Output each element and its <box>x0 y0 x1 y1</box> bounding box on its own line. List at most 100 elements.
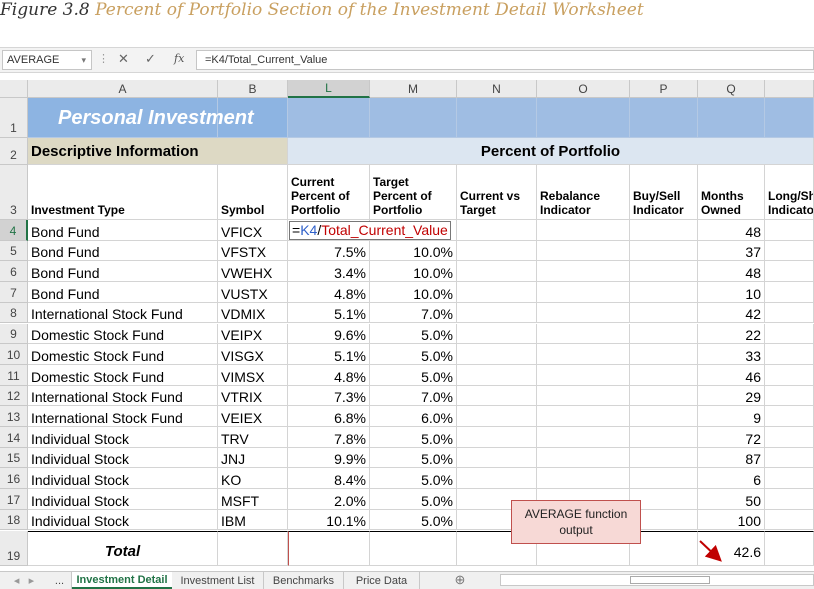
sheet-tab[interactable]: Investment List <box>172 572 264 589</box>
formula-input[interactable]: =K4/Total_Current_Value <box>196 50 814 70</box>
title-band-cell <box>630 98 698 138</box>
symbol: VFSTX <box>218 240 288 262</box>
cell <box>457 385 537 407</box>
target-percent: 7.0% <box>370 302 457 324</box>
cell <box>218 530 288 566</box>
row-header[interactable]: 14 <box>0 427 28 448</box>
function-icon[interactable]: fx <box>174 52 185 65</box>
current-percent: 2.0% <box>288 489 370 510</box>
tab-nav-arrows[interactable]: ◂ ▸ <box>13 574 35 587</box>
cell <box>630 261 698 283</box>
row-header[interactable]: 3 <box>0 165 28 220</box>
row-header[interactable]: 13 <box>0 406 28 427</box>
row-header[interactable]: 16 <box>0 468 28 490</box>
title-band-cell <box>288 98 370 138</box>
column-title: Buy/Sell Indicator <box>630 165 698 220</box>
months-owned: 42 <box>698 302 765 324</box>
current-percent: 8.4% <box>288 468 370 490</box>
row-header[interactable]: 19 <box>0 530 28 566</box>
cell <box>630 385 698 407</box>
investment-type: Domestic Stock Fund <box>28 364 218 386</box>
cell <box>630 509 698 531</box>
scroll-thumb[interactable] <box>630 576 710 584</box>
sheet-tab[interactable]: Investment Detail <box>72 572 172 589</box>
column-header[interactable]: O <box>537 80 630 98</box>
section-header: Percent of Portfolio <box>288 138 814 165</box>
column-header[interactable]: L <box>288 80 370 98</box>
cell <box>537 427 630 448</box>
target-percent: 5.0% <box>370 427 457 448</box>
column-title: Target Percent of Portfolio <box>370 165 457 220</box>
investment-type: Individual Stock <box>28 447 218 469</box>
total-label: Total <box>28 530 218 566</box>
row-header[interactable]: 9 <box>0 323 28 345</box>
row-header[interactable]: 15 <box>0 447 28 469</box>
name-box[interactable]: AVERAGE ▾ <box>2 50 92 70</box>
cell <box>288 530 370 566</box>
title-band-cell <box>28 98 218 138</box>
row-header[interactable]: 11 <box>0 364 28 386</box>
row-header[interactable]: 8 <box>0 302 28 324</box>
investment-type: Domestic Stock Fund <box>28 323 218 345</box>
target-percent: 10.0% <box>370 261 457 283</box>
months-owned: 48 <box>698 220 765 241</box>
current-percent: 9.6% <box>288 323 370 345</box>
row-header[interactable]: 12 <box>0 385 28 407</box>
row-header[interactable]: 4 <box>0 220 28 241</box>
row-header[interactable]: 1 <box>0 98 28 138</box>
months-owned: 22 <box>698 323 765 345</box>
row-header[interactable]: 18 <box>0 509 28 531</box>
row-header[interactable]: 7 <box>0 282 28 303</box>
column-title: Investment Type <box>28 165 218 220</box>
cell <box>457 427 537 448</box>
enter-icon[interactable]: ✓ <box>145 51 156 66</box>
investment-type: Individual Stock <box>28 489 218 510</box>
cell <box>457 489 537 510</box>
symbol: VTRIX <box>218 385 288 407</box>
cell <box>370 530 457 566</box>
investment-type: International Stock Fund <box>28 406 218 427</box>
row-header[interactable]: 6 <box>0 261 28 283</box>
target-percent: 5.0% <box>370 468 457 490</box>
column-header[interactable]: P <box>630 80 698 98</box>
column-header[interactable]: B <box>218 80 288 98</box>
months-owned: 9 <box>698 406 765 427</box>
investment-type: Bond Fund <box>28 282 218 303</box>
column-title: Current vs Target <box>457 165 537 220</box>
target-percent: 5.0% <box>370 489 457 510</box>
total-months: 42.6 <box>698 530 765 566</box>
cell <box>630 468 698 490</box>
sheet-tab[interactable]: Benchmarks <box>264 572 344 589</box>
cell <box>457 302 537 324</box>
symbol: VISGX <box>218 344 288 365</box>
column-header[interactable]: A <box>28 80 218 98</box>
callout-box: AVERAGE function output <box>511 500 641 544</box>
symbol: VFICX <box>218 220 288 241</box>
symbol: VDMIX <box>218 302 288 324</box>
column-header[interactable]: N <box>457 80 537 98</box>
sheet-tab[interactable]: Price Data <box>344 572 420 589</box>
sheet-tab[interactable]: ... <box>48 572 72 589</box>
investment-type: International Stock Fund <box>28 302 218 324</box>
current-percent: 7.5% <box>288 240 370 262</box>
row-header[interactable]: 17 <box>0 489 28 510</box>
row-header[interactable]: 10 <box>0 344 28 365</box>
current-percent: 4.8% <box>288 364 370 386</box>
column-header[interactable]: Q <box>698 80 765 98</box>
dropdown-arrow: ▾ <box>81 54 86 65</box>
callout-arrow <box>699 540 722 562</box>
target-percent: 6.0% <box>370 406 457 427</box>
target-percent: 10.0% <box>370 282 457 303</box>
target-percent: 5.0% <box>370 509 457 531</box>
row-header[interactable]: 5 <box>0 240 28 262</box>
investment-type: Individual Stock <box>28 427 218 448</box>
cell <box>457 220 537 241</box>
current-percent: 5.1% <box>288 302 370 324</box>
months-owned: 87 <box>698 447 765 469</box>
cell <box>537 344 630 365</box>
add-sheet[interactable]: ⊕ <box>454 572 466 587</box>
row-header[interactable]: 2 <box>0 138 28 165</box>
cancel-icon[interactable]: ✕ <box>118 51 129 66</box>
column-header[interactable]: M <box>370 80 457 98</box>
